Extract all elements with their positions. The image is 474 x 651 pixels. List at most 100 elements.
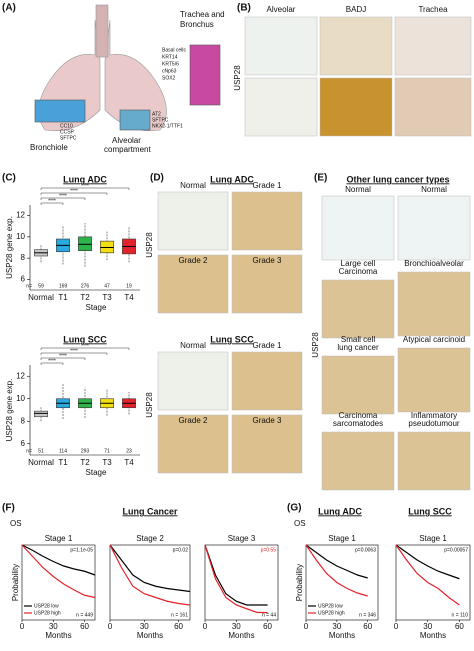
survival-curve — [21, 544, 96, 599]
p-value: p=0.55 — [261, 547, 277, 553]
row-label: USP28 — [233, 65, 242, 91]
micrograph — [397, 431, 471, 491]
micrograph — [231, 414, 303, 474]
label: NKX2-1/TTF1 — [152, 123, 183, 129]
label: CC10 — [60, 123, 73, 129]
legend-label: USP28 low — [318, 603, 343, 609]
image-label: Small cell — [341, 335, 375, 344]
n-label: 51 — [38, 448, 44, 454]
micrographs — [244, 16, 472, 137]
x-axis-label: Months — [228, 631, 254, 640]
image-label: Inflammatory — [411, 411, 457, 420]
chart-title: Stage 1 — [328, 534, 356, 543]
survival-curve — [21, 544, 96, 576]
significance: **** — [81, 183, 89, 189]
legend-label: USP28 low — [34, 603, 59, 609]
label: compartment — [104, 145, 151, 154]
n-label: 169 — [59, 283, 68, 289]
label: AT2 — [152, 111, 161, 117]
x-tick-label: 0 — [20, 622, 25, 631]
micrograph — [157, 351, 229, 411]
micrograph — [231, 191, 303, 251]
label: Bronchiole — [30, 143, 68, 152]
image-label: pseudotumour — [408, 419, 459, 428]
chart-title: Stage 1 — [419, 534, 447, 543]
y-tick-label: 6 — [21, 439, 26, 448]
image-label: Carcinoma — [339, 411, 378, 420]
significance-bracket — [40, 187, 130, 190]
y-tick-label: 10 — [16, 394, 25, 403]
plot-frame — [109, 544, 191, 621]
x-tick-label: 60 — [80, 622, 89, 631]
panel-label: (A) — [2, 3, 16, 14]
x-tick-label: T3 — [102, 458, 112, 467]
image-label: Atypical carcinoid — [403, 335, 465, 344]
p-value: p=0.00057 — [444, 547, 468, 553]
significance-bracket — [40, 197, 86, 200]
panel-label: (C) — [2, 173, 16, 184]
y-tick-label: 12 — [16, 371, 25, 380]
image-label: lung cancer — [337, 343, 379, 352]
significance-bracket — [40, 202, 64, 205]
panel-label: (G) — [287, 503, 301, 514]
subtitle: Lung Cancer — [122, 506, 178, 516]
micrograph — [157, 191, 229, 251]
label: Alveolar — [112, 136, 141, 145]
label: Basal cells — [162, 47, 186, 53]
label: cNp63 — [162, 68, 177, 74]
y-tick-label: 8 — [21, 416, 26, 425]
y-axis-label: USP28 gene exp. — [5, 379, 14, 442]
x-tick-label: 30 — [49, 622, 58, 631]
y-tick-label: 12 — [16, 211, 25, 220]
micrograph — [321, 431, 395, 491]
n-label: 59 — [38, 283, 44, 289]
x-axis-label: Stage — [86, 468, 107, 477]
legend-label: USP28 high — [34, 610, 61, 616]
significance: **** — [70, 348, 78, 354]
n-label: 47 — [104, 283, 110, 289]
y-tick-label: 8 — [21, 253, 26, 262]
x-tick-label: T2 — [80, 293, 90, 302]
panel-label: (F) — [2, 503, 15, 514]
survival-curve — [109, 544, 191, 593]
significance-bracket — [40, 362, 64, 365]
x-tick-label: 60 — [363, 622, 372, 631]
y-tick-label: 10 — [16, 232, 25, 241]
n-label: n = 161 — [171, 612, 188, 618]
plot-frame — [21, 544, 96, 621]
image-label: Normal — [180, 181, 206, 190]
x-axis-label: Stage — [86, 303, 107, 312]
x-axis-label: Months — [45, 631, 71, 640]
x-tick-label: T4 — [124, 293, 134, 302]
micrograph — [397, 347, 471, 413]
x-tick-label: 60 — [174, 622, 183, 631]
subtitle: Lung ADC — [210, 174, 254, 184]
significance: **** — [81, 343, 89, 349]
x-axis-label: Months — [420, 631, 446, 640]
subtitle: Lung SCC — [210, 334, 254, 344]
n-prefix: n= — [26, 448, 32, 454]
x-tick-label: 0 — [394, 622, 399, 631]
x-tick-label: Normal — [28, 458, 54, 467]
n-label: n = 449 — [76, 612, 93, 618]
micrograph — [231, 351, 303, 411]
significance: **** — [59, 353, 67, 359]
chart-title: Stage 2 — [136, 534, 164, 543]
plot-frame — [305, 544, 379, 621]
y-axis-label: Probability — [295, 564, 304, 601]
micrograph — [321, 355, 395, 415]
box — [100, 240, 114, 254]
image-label: Large cell — [341, 259, 376, 268]
image-label: Grade 1 — [253, 181, 282, 190]
label: SFTPC — [60, 135, 77, 141]
n-label: n = 110 — [452, 612, 469, 618]
row-label: USP28 — [145, 232, 154, 258]
image-label: Grade 2 — [179, 416, 208, 425]
box — [78, 236, 92, 251]
micrograph — [157, 414, 229, 474]
x-tick-label: 0 — [304, 622, 309, 631]
legend-label: USP28 high — [318, 610, 345, 616]
chart-title: Lung ADC — [63, 174, 107, 184]
significance-bracket — [40, 357, 86, 360]
